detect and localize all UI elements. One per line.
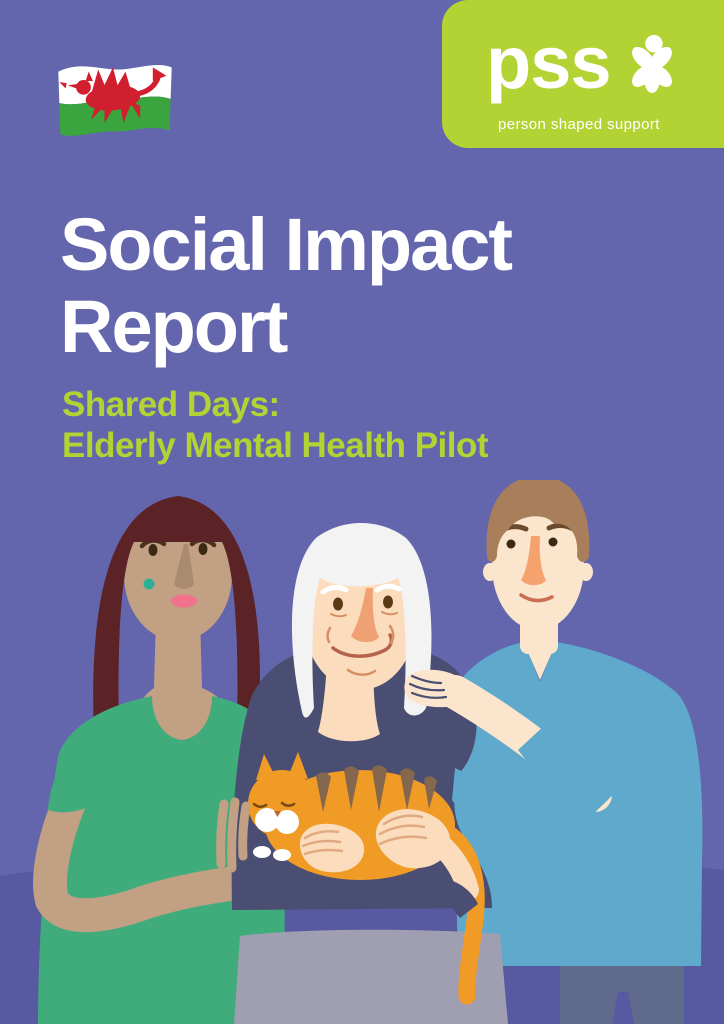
- title-line-2: Report: [60, 285, 288, 368]
- elderly-woman-hands: [300, 809, 479, 918]
- wales-flag-icon: [58, 65, 172, 136]
- pss-tagline: person shaped support: [498, 116, 660, 133]
- younger-woman-fingertips: [216, 797, 251, 873]
- subtitle-line-1: Shared Days:: [62, 385, 280, 424]
- title-line-1: Social Impact: [60, 203, 513, 286]
- pss-logo-block: pss person shaped support: [442, 0, 724, 148]
- welsh-dragon-icon: [59, 67, 167, 124]
- people-illustration: [0, 480, 724, 1024]
- page-title: Social Impact Report: [60, 203, 513, 368]
- page-subtitle: Shared Days: Elderly Mental Health Pilot: [62, 384, 489, 466]
- subtitle-line-2: Elderly Mental Health Pilot: [62, 426, 489, 465]
- person-asterisk-icon: [631, 34, 672, 94]
- man-arm-hand: [404, 669, 618, 822]
- shirt-sliver: [452, 768, 472, 814]
- younger-woman-figure: [33, 496, 285, 1024]
- pss-wordmark: pss: [486, 21, 612, 104]
